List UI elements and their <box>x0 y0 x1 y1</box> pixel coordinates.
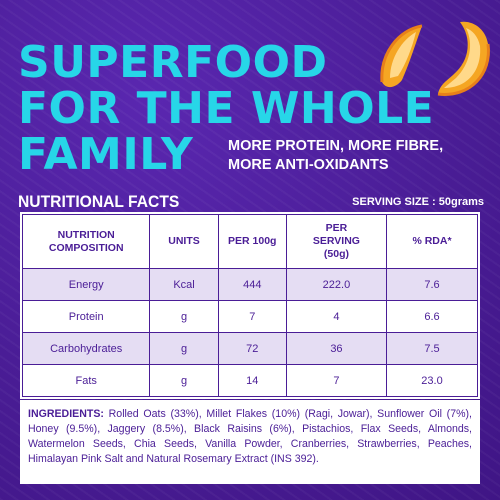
cell-rda: 7.6 <box>385 268 479 301</box>
cell-per-100g: 7 <box>217 300 287 333</box>
table-row: Energy Kcal 444 222.0 7.6 <box>21 268 479 301</box>
cell-unit: g <box>149 300 219 333</box>
table-row: Fats g 14 7 23.0 <box>21 364 479 397</box>
tagline-line-1: MORE PROTEIN, MORE FIBRE, <box>228 138 444 154</box>
cell-nutrient: Energy <box>21 268 151 301</box>
cell-per-serving: 7 <box>285 364 387 397</box>
cell-per-serving: 4 <box>285 300 387 333</box>
cell-nutrient: Carbohydrates <box>21 332 151 365</box>
cell-per-100g: 14 <box>217 364 287 397</box>
headline-line-1: SUPERFOOD <box>18 37 328 88</box>
table-row: Protein g 7 4 6.6 <box>21 300 479 333</box>
cell-per-100g: 72 <box>217 332 287 365</box>
header-per-serving: PER SERVING (50g) <box>285 214 387 269</box>
cell-per-serving: 222.0 <box>285 268 387 301</box>
cell-unit: g <box>149 332 219 365</box>
headline: SUPERFOOD FOR THE WHOLE FAMILY <box>18 40 434 178</box>
table-row: Carbohydrates g 72 36 7.5 <box>21 332 479 365</box>
serving-size: SERVING SIZE : 50grams <box>352 196 484 208</box>
peach-slices-image <box>380 21 490 96</box>
cell-nutrient: Protein <box>21 300 151 333</box>
ingredients-label: INGREDIENTS: <box>28 408 104 420</box>
nutritional-facts-title: NUTRITIONAL FACTS <box>18 192 180 211</box>
cell-nutrient: Fats <box>21 364 151 397</box>
nutrition-table: NUTRITION COMPOSITION UNITS PER 100g PER… <box>20 212 480 399</box>
cell-per-serving: 36 <box>285 332 387 365</box>
table-header-row: NUTRITION COMPOSITION UNITS PER 100g PER… <box>21 214 479 269</box>
tagline: MORE PROTEIN, MORE FIBRE, MORE ANTI-OXID… <box>228 137 443 175</box>
header-per-100g: PER 100g <box>217 214 287 269</box>
ingredients-box: INGREDIENTS: Rolled Oats (33%), Millet F… <box>20 400 480 484</box>
cell-unit: Kcal <box>149 268 219 301</box>
headline-line-3: FAMILY <box>18 129 194 180</box>
cell-unit: g <box>149 364 219 397</box>
header-rda: % RDA* <box>385 214 479 269</box>
peach-slice-right <box>438 21 489 95</box>
cell-rda: 7.5 <box>385 332 479 365</box>
cell-per-100g: 444 <box>217 268 287 301</box>
tagline-line-2: MORE ANTI-OXIDANTS <box>228 157 389 173</box>
header-units: UNITS <box>149 214 219 269</box>
cell-rda: 23.0 <box>385 364 479 397</box>
cell-rda: 6.6 <box>385 300 479 333</box>
header-composition: NUTRITION COMPOSITION <box>21 214 151 269</box>
ingredients-text: Rolled Oats (33%), Millet Flakes (10%) (… <box>28 408 472 465</box>
headline-line-2: FOR THE WHOLE <box>18 83 435 134</box>
